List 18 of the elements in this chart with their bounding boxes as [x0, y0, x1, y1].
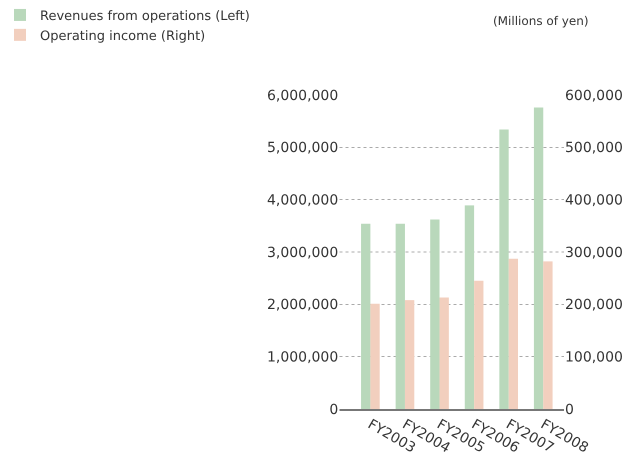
- y2-tick-label: 100,000: [565, 350, 623, 366]
- bar: [534, 108, 544, 409]
- y2-tick-label: 500,000: [565, 140, 623, 156]
- y2-tick-label: 200,000: [565, 297, 623, 314]
- y-tick-label: 5,000,000: [267, 140, 338, 156]
- y-tick-label: 4,000,000: [267, 192, 338, 209]
- y2-tick-label: 300,000: [565, 244, 623, 261]
- legend-label: Operating income (Right): [40, 28, 206, 44]
- y-tick-label: 0: [329, 402, 338, 418]
- y-tick-label: 1,000,000: [267, 350, 338, 366]
- legend-label: Revenues from operations (Left): [40, 9, 250, 24]
- y-tick-label: 6,000,000: [267, 88, 338, 104]
- y-tick-label: 2,000,000: [267, 297, 338, 314]
- y2-tick-label: 600,000: [565, 88, 623, 104]
- y2-tick-label: 0: [565, 402, 574, 418]
- y2-tick-label: 400,000: [565, 192, 623, 209]
- y-tick-label: 3,000,000: [267, 244, 338, 261]
- text: (Millions of yen): [493, 14, 589, 28]
